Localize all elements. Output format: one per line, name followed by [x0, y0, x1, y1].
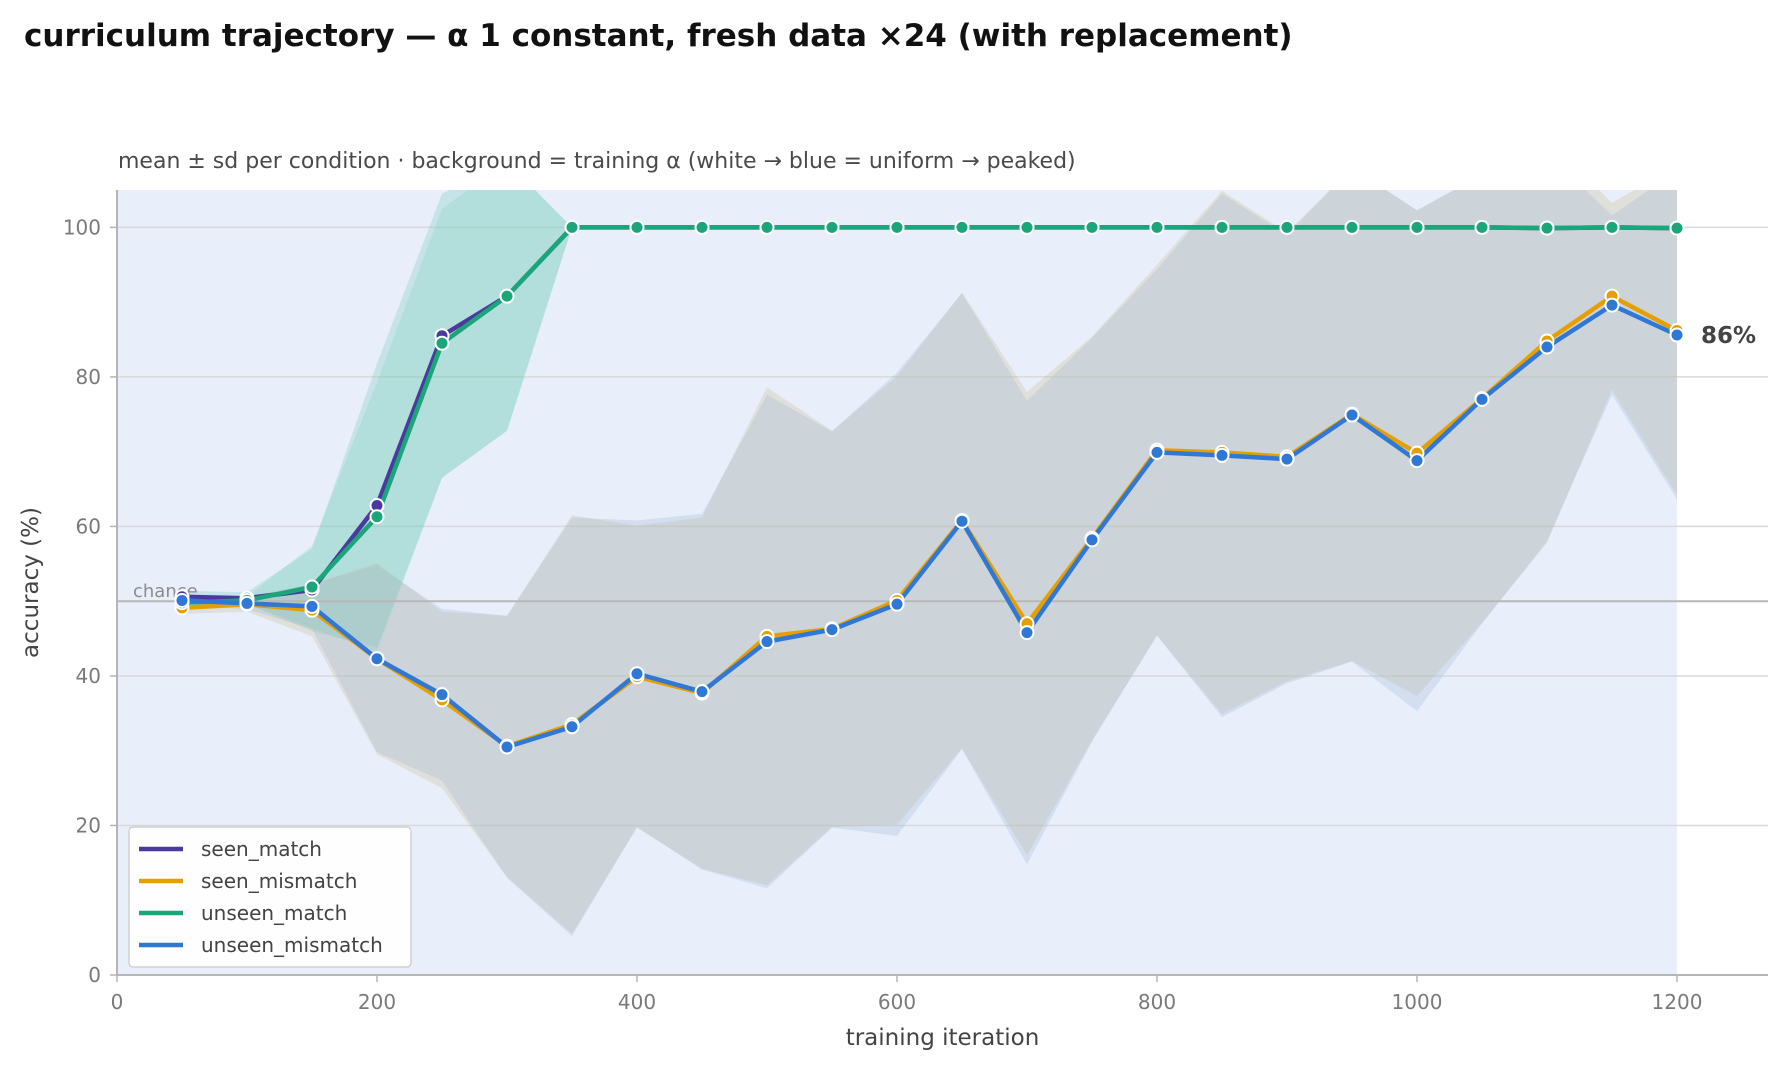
point-unseen_match-450 — [694, 219, 710, 235]
x-tick-label-800: 800 — [1138, 990, 1176, 1014]
point-unseen_mismatch-300 — [499, 739, 515, 755]
y-tick-label-0: 0 — [88, 963, 101, 987]
point-unseen_mismatch-700 — [1019, 625, 1035, 641]
legend: seen_match seen_mismatch unseen_matchunsee… — [128, 826, 412, 968]
y-tick-label-40: 40 — [76, 664, 101, 688]
grid-lines — [117, 226, 1768, 827]
point-unseen_mismatch-1000 — [1409, 453, 1425, 469]
point-unseen_mismatch-50 — [174, 592, 190, 608]
point-unseen_match-600 — [889, 219, 905, 235]
point-unseen_match-1000 — [1409, 219, 1425, 235]
point-unseen_mismatch-750 — [1084, 532, 1100, 548]
point-unseen_mismatch-800 — [1149, 444, 1165, 460]
y-tick-label-60: 60 — [76, 514, 101, 538]
point-unseen_match-1050 — [1474, 219, 1490, 235]
point-unseen_match-1100 — [1539, 220, 1555, 236]
x-tick-label-1200: 1200 — [1652, 990, 1703, 1014]
point-unseen_mismatch-600 — [889, 596, 905, 612]
x-tick-label-1000: 1000 — [1392, 990, 1443, 1014]
axes — [116, 190, 1768, 976]
point-unseen_match-150 — [304, 579, 320, 595]
x-tick-label-200: 200 — [358, 990, 396, 1014]
y-tick-label-80: 80 — [76, 365, 101, 389]
y-tick-label-100: 100 — [63, 215, 101, 239]
point-unseen_mismatch-200 — [369, 651, 385, 667]
point-unseen_mismatch-100 — [239, 595, 255, 611]
x-tick-label-600: 600 — [878, 990, 916, 1014]
point-unseen_match-900 — [1279, 219, 1295, 235]
line-unseen_match — [179, 225, 1680, 605]
point-unseen_match-550 — [824, 219, 840, 235]
point-unseen_mismatch-1200 — [1669, 327, 1685, 343]
point-unseen_match-250 — [434, 335, 450, 351]
legend-label-unseen_mismatch: unseen_mismatch — [201, 933, 383, 957]
point-unseen_mismatch-350 — [564, 719, 580, 735]
point-unseen_mismatch-850 — [1214, 447, 1230, 463]
point-unseen_match-1150 — [1604, 219, 1620, 235]
y-tick-label-20: 20 — [76, 813, 101, 837]
point-unseen_mismatch-550 — [824, 622, 840, 638]
legend-label-seen_mismatch: seen_mismatch — [201, 869, 357, 893]
point-unseen_mismatch-150 — [304, 598, 320, 614]
chart-title: curriculum trajectory — α 1 constant, fr… — [24, 18, 1293, 54]
point-unseen_match-1200 — [1669, 220, 1685, 236]
band-unseen_match — [182, 190, 1677, 652]
point-unseen_mismatch-650 — [954, 513, 970, 529]
point-unseen_mismatch-1100 — [1539, 339, 1555, 355]
point-unseen_mismatch-950 — [1344, 407, 1360, 423]
point-unseen_mismatch-400 — [629, 666, 645, 682]
point-unseen_match-800 — [1149, 219, 1165, 235]
x-tick-label-400: 400 — [618, 990, 656, 1014]
series-lines — [179, 225, 1680, 750]
x-axis-label: training iteration — [846, 1025, 1040, 1051]
tick-labels: 0 200 400 600 800 1000 1200 0 20 40 60 80 100 — [63, 215, 1703, 1014]
point-unseen_match-950 — [1344, 219, 1360, 235]
point-unseen_match-750 — [1084, 219, 1100, 235]
point-unseen_match-200 — [369, 509, 385, 525]
x-tick-label-0: 0 — [111, 990, 124, 1014]
series-markers — [174, 219, 1685, 755]
point-unseen_mismatch-1150 — [1604, 297, 1620, 313]
point-unseen_match-650 — [954, 219, 970, 235]
end-annotation: 86% — [1701, 323, 1756, 349]
line-unseen_mismatch — [179, 302, 1680, 750]
point-unseen_mismatch-450 — [694, 684, 710, 700]
point-unseen_mismatch-1050 — [1474, 391, 1490, 407]
point-unseen_match-850 — [1214, 219, 1230, 235]
point-unseen_mismatch-500 — [759, 634, 775, 650]
point-unseen_match-350 — [564, 219, 580, 235]
legend-label-seen_match: seen_match — [201, 837, 322, 861]
y-axis-label: accuracy (%) — [18, 507, 44, 658]
point-unseen_match-700 — [1019, 219, 1035, 235]
point-unseen_mismatch-900 — [1279, 451, 1295, 467]
legend-label-unseen_match: unseen_match — [201, 901, 347, 925]
point-unseen_match-400 — [629, 219, 645, 235]
point-unseen_mismatch-250 — [434, 687, 450, 703]
legend-box — [128, 826, 412, 968]
point-unseen_match-300 — [499, 288, 515, 304]
point-unseen_match-500 — [759, 219, 775, 235]
chart-subtitle: mean ± sd per condition · background = t… — [118, 149, 1076, 174]
